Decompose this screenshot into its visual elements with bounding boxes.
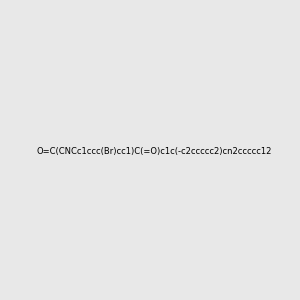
Text: O=C(CNCc1ccc(Br)cc1)C(=O)c1c(-c2ccccc2)cn2ccccc12: O=C(CNCc1ccc(Br)cc1)C(=O)c1c(-c2ccccc2)c… <box>36 147 272 156</box>
